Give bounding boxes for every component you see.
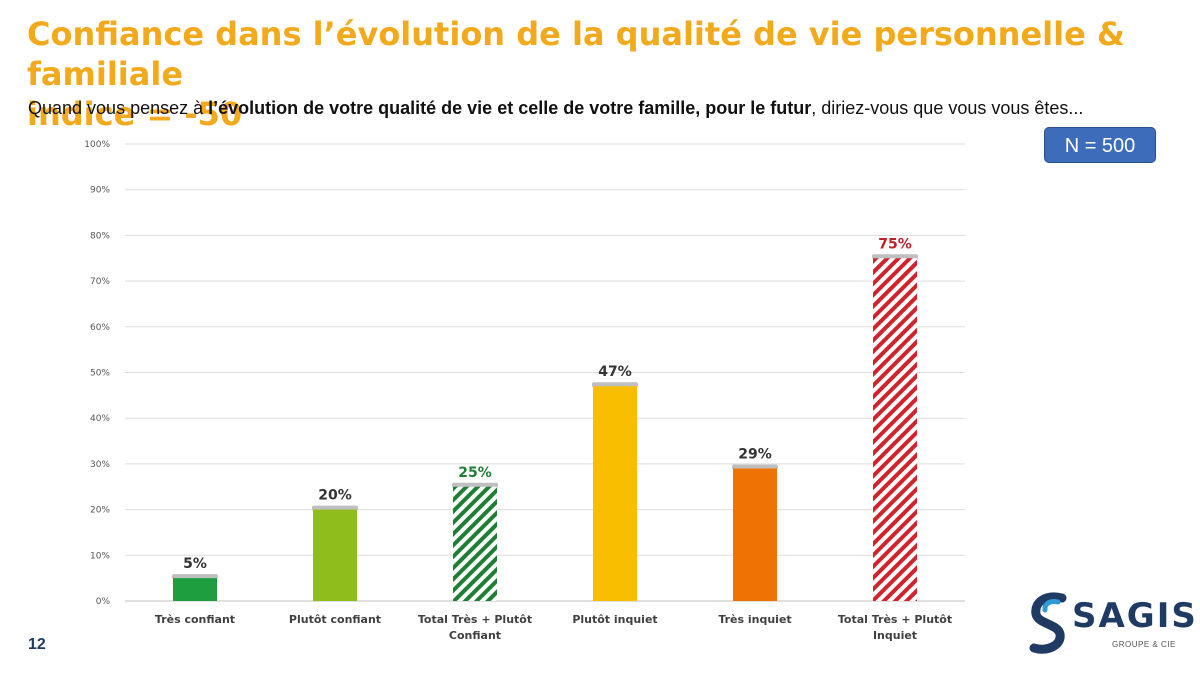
y-tick-label: 0% <box>96 597 111 607</box>
y-tick-label: 90% <box>90 186 110 196</box>
y-tick-label: 10% <box>90 551 110 561</box>
data-label: 47% <box>598 364 632 380</box>
page-title: Confiance dans l’évolution de la qualité… <box>27 14 1177 134</box>
y-tick-label: 50% <box>90 369 110 379</box>
y-tick-label: 30% <box>90 460 110 470</box>
chart-gridlines <box>125 143 965 602</box>
bar-top-shadow <box>312 505 358 511</box>
title-line-1: Confiance dans l’évolution de la qualité… <box>27 15 1125 93</box>
x-tick-label: Plutôt confiant <box>289 613 381 626</box>
data-label: 29% <box>738 446 772 462</box>
question-text-post: , diriez-vous que vous vous êtes... <box>811 98 1084 118</box>
bar <box>453 486 497 601</box>
x-tick-label: Total Très + Plutôt <box>838 613 952 626</box>
bar <box>873 258 917 601</box>
y-tick-label: 20% <box>90 506 110 516</box>
sagis-logo-icon <box>1029 592 1067 654</box>
data-label: 20% <box>318 488 352 504</box>
y-tick-label: 70% <box>90 277 110 287</box>
x-tick-label: Inquiet <box>873 629 917 642</box>
bar <box>173 578 217 601</box>
chart-bars <box>172 254 918 601</box>
bar-top-shadow <box>172 574 218 580</box>
x-tick-label: Plutôt inquiet <box>572 613 657 626</box>
bar-top-shadow <box>732 464 778 470</box>
bar-top-shadow <box>592 382 638 388</box>
survey-question: Quand vous pensez à l’évolution de votre… <box>28 98 1155 118</box>
y-tick-label: 60% <box>90 323 110 333</box>
sample-size-badge: N = 500 <box>1044 127 1156 163</box>
bar <box>733 468 777 601</box>
question-text-pre: Quand vous pensez à <box>28 98 209 118</box>
x-tick-label: Total Très + Plutôt <box>418 613 532 626</box>
data-label: 25% <box>458 465 492 481</box>
bar-top-shadow <box>872 254 918 260</box>
y-tick-label: 40% <box>90 414 110 424</box>
x-tick-label: Très confiant <box>155 613 235 626</box>
bar <box>593 386 637 601</box>
data-label: 5% <box>183 556 207 572</box>
y-tick-label: 80% <box>90 231 110 241</box>
title-line-2: indice = -50 <box>27 95 243 133</box>
page-number: 12 <box>28 636 46 653</box>
y-tick-label: 100% <box>84 140 110 150</box>
bar <box>313 509 357 601</box>
data-label: 75% <box>878 236 912 252</box>
x-tick-label: Confiant <box>449 629 501 642</box>
logo-wordmark: SAGIS <box>1072 596 1198 636</box>
bar-top-shadow <box>452 482 498 488</box>
question-text-bold: l’évolution de votre qualité de vie et c… <box>208 98 812 118</box>
chart-labels: 0% 10% 20% 30% 40% 50% 60% 70% 80% 90% 100% 5% Très … <box>84 140 952 642</box>
logo-subtitle: GROUPE & CIE <box>1112 640 1176 649</box>
x-tick-label: Très inquiet <box>718 613 791 626</box>
